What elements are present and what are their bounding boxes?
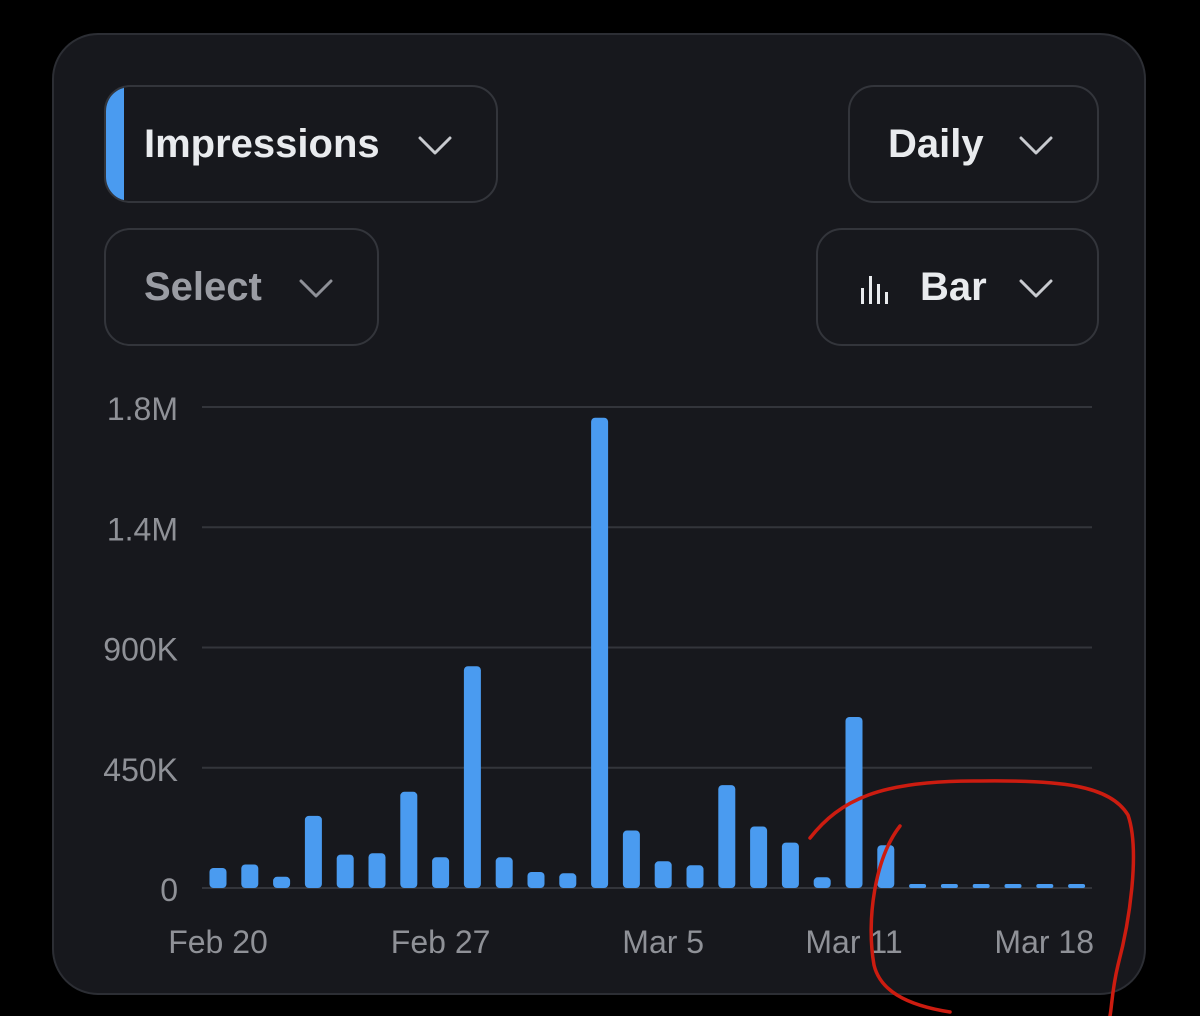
period-dropdown-label: Daily	[888, 121, 984, 166]
bar[interactable]	[400, 791, 418, 888]
bar[interactable]	[686, 865, 704, 888]
bar[interactable]	[591, 417, 609, 888]
bar[interactable]	[336, 854, 354, 888]
bar[interactable]	[209, 867, 227, 888]
bar[interactable]	[463, 666, 481, 888]
bar[interactable]	[1004, 884, 1022, 888]
bar[interactable]	[241, 864, 259, 888]
chevron-down-icon	[299, 279, 333, 298]
bar[interactable]	[972, 884, 990, 888]
period-dropdown[interactable]: Daily	[848, 85, 1099, 203]
bar[interactable]	[1068, 884, 1086, 888]
bar[interactable]	[845, 716, 863, 888]
bar[interactable]	[909, 884, 927, 888]
y-tick-label: 0	[160, 872, 178, 908]
bar[interactable]	[718, 785, 736, 888]
bar[interactable]	[940, 884, 958, 888]
chart-type-dropdown-label: Bar	[920, 264, 987, 309]
bar[interactable]	[527, 871, 545, 888]
bar-chart-icon	[861, 276, 888, 304]
bar[interactable]	[622, 830, 640, 888]
x-tick-label: Mar 5	[622, 924, 704, 960]
metric-color-indicator	[106, 87, 124, 201]
bar[interactable]	[304, 815, 322, 888]
bar[interactable]	[877, 845, 895, 888]
chart-type-dropdown[interactable]: Bar	[816, 228, 1099, 346]
compare-dropdown[interactable]: Select	[104, 228, 379, 346]
x-tick-label: Feb 20	[168, 924, 268, 960]
bar[interactable]	[559, 873, 577, 888]
bar[interactable]	[654, 861, 672, 888]
x-tick-label: Mar 18	[994, 924, 1094, 960]
x-tick-label: Feb 27	[391, 924, 491, 960]
bar[interactable]	[273, 876, 291, 888]
bar[interactable]	[813, 877, 831, 888]
y-tick-label: 450K	[103, 752, 178, 788]
bar[interactable]	[1036, 884, 1054, 888]
bar[interactable]	[495, 857, 513, 888]
bar[interactable]	[368, 853, 386, 888]
metric-dropdown[interactable]: Impressions	[104, 85, 498, 203]
compare-dropdown-label: Select	[144, 264, 262, 309]
y-tick-label: 1.4M	[107, 511, 178, 547]
y-tick-label: 900K	[103, 632, 178, 668]
metric-dropdown-label: Impressions	[144, 121, 380, 166]
chevron-down-icon	[1019, 279, 1053, 298]
bar[interactable]	[781, 842, 799, 888]
chevron-down-icon	[418, 136, 452, 155]
bar[interactable]	[750, 826, 768, 888]
bar[interactable]	[432, 857, 450, 888]
y-tick-label: 1.8M	[107, 391, 178, 427]
chevron-down-icon	[1019, 136, 1053, 155]
x-tick-label: Mar 11	[805, 924, 902, 960]
